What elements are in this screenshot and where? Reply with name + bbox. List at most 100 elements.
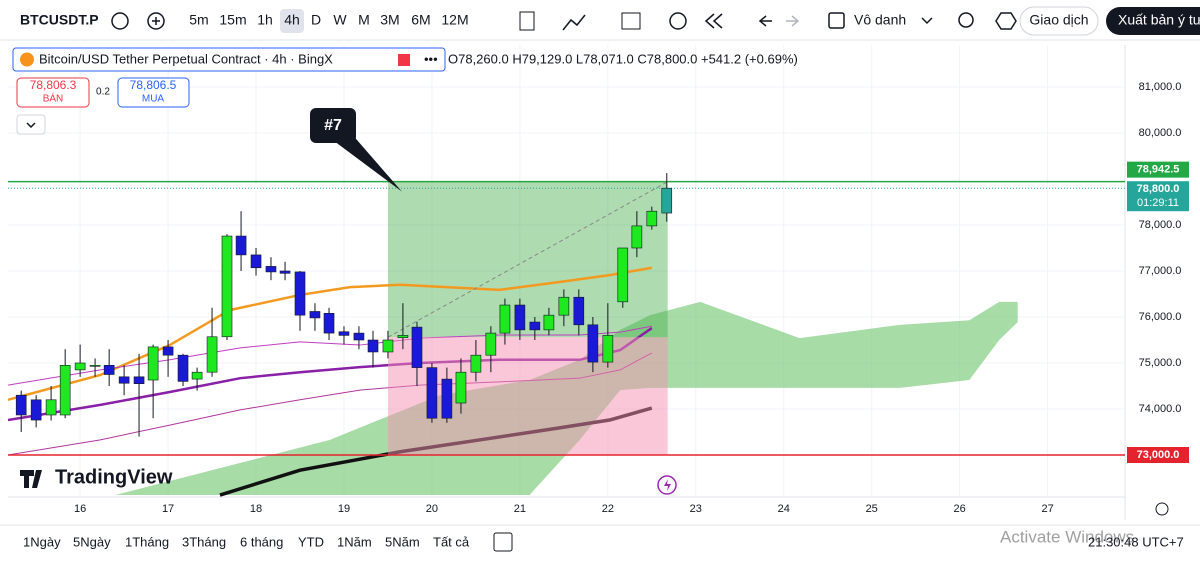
trade-button[interactable] [1019,6,1099,36]
plot-area [8,45,1125,497]
candle-body [558,296,570,316]
interval[interactable]: 4h [284,12,300,28]
y-tick-label: 76,000.0 [1139,311,1182,323]
candle-body [235,235,247,256]
trade-label[interactable]: Giao dịch [1029,12,1088,28]
redo-icon[interactable] [786,15,800,27]
btc-logo [20,52,34,67]
x-tick-label: 25 [866,503,878,515]
candle-body [74,362,86,371]
legend-more[interactable]: ••• [424,51,438,66]
axis-settings[interactable] [1155,502,1169,516]
range-button[interactable]: Tất cả [433,534,470,549]
publish-label[interactable]: Xuất bản ý tư [1118,12,1200,28]
interval[interactable]: 3M [380,12,399,28]
x-tick-label: 26 [954,503,966,515]
interval[interactable]: 12M [441,12,468,28]
interval[interactable]: D [311,12,321,28]
position-diagonal [387,181,668,338]
buy-label[interactable]: MUA [142,94,165,105]
candle-body [206,336,218,373]
x-tick-label: 22 [602,503,614,515]
y-tick-label: 81,000.0 [1139,81,1182,93]
layout-box[interactable] [828,12,845,29]
publish-button[interactable] [1106,7,1200,35]
legend-title: Bitcoin/USD Tether Perpetual Contract · … [39,51,333,66]
chart-type-icon[interactable] [519,11,535,31]
candle-body [133,376,145,385]
candle-body [367,339,379,353]
legend-box [12,47,446,72]
symbol-menu-icon[interactable] [111,12,129,30]
y-tick-label: 80,000.0 [1139,127,1182,139]
candle-body [426,367,438,419]
candle-body [30,399,42,421]
sell-price[interactable]: 78,806.3 [30,78,77,92]
compare-plus [152,17,160,25]
range-button[interactable]: 3Tháng [182,534,226,549]
undo-icon[interactable] [758,15,772,27]
interval[interactable]: 15m [219,12,246,28]
candle-body [529,321,541,331]
price-label: 78,800.0 [1137,183,1180,195]
search-icon[interactable] [958,12,974,28]
legend-ohlc: O78,260.0 H79,129.0 L78,071.0 C78,800.0 … [448,51,798,66]
range-button[interactable]: 1Năm [337,534,372,549]
interval[interactable]: M [358,12,370,28]
range-button[interactable]: 6 tháng [240,534,283,549]
countdown: 01:29:11 [1137,197,1179,209]
interval[interactable]: W [333,12,347,28]
settings-icon[interactable] [995,12,1017,30]
y-tick-label: 75,000.0 [1139,357,1182,369]
callout-box [310,108,356,143]
replay-icon[interactable] [704,13,723,29]
compare-icon[interactable] [147,12,165,30]
buy-button[interactable] [117,77,190,108]
interval[interactable]: 1h [257,12,273,28]
indicators-icon[interactable] [562,14,586,31]
candle-body [617,247,629,303]
candle-body [265,266,277,273]
range-button[interactable]: 5Ngày [73,534,111,549]
price-label-bg [1127,447,1189,464]
range-button[interactable]: YTD [298,534,324,549]
symbol[interactable]: BTCUSDT.P [20,12,99,28]
layout-name[interactable]: Vô danh [854,12,906,28]
candle-body [250,254,262,269]
callout-text: #7 [324,117,342,134]
candle-body [470,354,482,373]
candle-body [338,331,350,336]
interval[interactable]: 6M [411,12,430,28]
alert-icon[interactable] [669,12,687,30]
candle-body [162,346,174,356]
y-tick-label: 74,000.0 [1139,403,1182,415]
event-bolt [664,479,671,491]
candle-body [543,314,555,331]
buy-price[interactable]: 78,806.5 [130,78,177,92]
range-button[interactable]: 1Tháng [125,534,169,549]
candle-body [309,311,321,319]
range-button[interactable]: 5Năm [385,534,420,549]
sell-label[interactable]: BÁN [43,92,64,105]
collapse-caret [26,122,36,129]
collapse-button[interactable] [16,114,46,135]
candle-body [279,270,291,274]
price-label: 78,942.5 [1137,164,1180,176]
interval[interactable]: 5m [189,12,208,28]
layout-icon[interactable] [621,12,641,30]
windows-watermark: Activate Windows [1000,527,1134,546]
watermark: TradingView [55,466,173,488]
sell-button[interactable] [16,77,90,108]
candle-body [89,365,101,367]
candle-body [177,354,189,382]
active-interval-bg [280,9,304,33]
spread: 0.2 [96,87,110,98]
candle-body [499,304,511,334]
ui-layer: BTCUSDT.P Vô danh Giao dịch Xuất bản ý t… [12,6,1200,552]
date-range-icon[interactable] [493,532,513,552]
candle-body [646,210,658,227]
clock: 21:30:48 UTC+7 [1088,534,1184,549]
range-button[interactable]: 1Ngày [23,534,61,549]
x-tick-label: 21 [514,503,526,515]
